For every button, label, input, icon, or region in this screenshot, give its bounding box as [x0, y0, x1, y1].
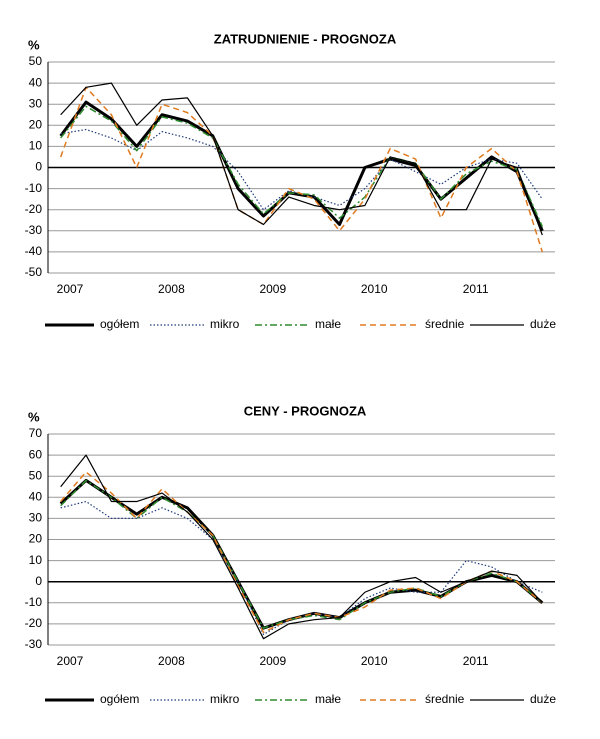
- y-tick-label: 0: [35, 160, 42, 174]
- x-tick-label: 2008: [158, 654, 185, 668]
- x-tick-label: 2007: [57, 654, 84, 668]
- y-tick-label: 40: [29, 489, 43, 503]
- y-tick-label: -30: [25, 223, 43, 237]
- legend-label: średnie: [425, 317, 465, 331]
- y-tick-label: 20: [29, 532, 43, 546]
- x-tick-label: 2010: [361, 654, 388, 668]
- y-tick-label: 30: [29, 96, 43, 110]
- x-tick-label: 2009: [259, 654, 286, 668]
- x-tick-label: 2008: [158, 282, 185, 296]
- y-tick-label: -30: [25, 637, 43, 651]
- legend-label: małe: [315, 317, 341, 331]
- y-tick-label: 0: [35, 574, 42, 588]
- x-tick-label: 2009: [259, 282, 286, 296]
- chart-title: CENY - PROGNOZA: [244, 403, 367, 418]
- y-tick-label: -20: [25, 616, 43, 630]
- y-tick-label: 50: [29, 54, 43, 68]
- y-tick-label: 60: [29, 447, 43, 461]
- legend-label: średnie: [425, 692, 465, 706]
- y-tick-label: -20: [25, 202, 43, 216]
- y-tick-label: -10: [25, 595, 43, 609]
- legend-label: duże: [530, 317, 556, 331]
- chart-title: ZATRUDNIENIE - PROGNOZA: [214, 31, 397, 46]
- y-axis-label: %: [28, 409, 40, 424]
- x-tick-label: 2011: [463, 654, 489, 668]
- y-tick-label: -10: [25, 181, 43, 195]
- series-line: [60, 500, 543, 636]
- y-tick-label: 10: [29, 553, 43, 567]
- y-tick-label: 10: [29, 139, 43, 153]
- legend-label: ogółem: [100, 692, 139, 706]
- y-tick-label: 20: [29, 117, 43, 131]
- series-line: [60, 471, 543, 634]
- legend-label: ogółem: [100, 317, 139, 331]
- series-line: [60, 82, 543, 236]
- y-tick-label: 50: [29, 468, 43, 482]
- y-axis-label: %: [28, 37, 40, 52]
- y-tick-label: -50: [25, 265, 43, 279]
- y-tick-label: 30: [29, 511, 43, 525]
- legend-label: mikro: [210, 692, 240, 706]
- series-line: [59, 100, 544, 232]
- y-tick-label: -40: [25, 244, 43, 258]
- legend-label: małe: [315, 692, 341, 706]
- series-line: [59, 86, 544, 253]
- x-tick-label: 2007: [57, 282, 84, 296]
- legend-label: mikro: [210, 317, 240, 331]
- legend-label: duże: [530, 692, 556, 706]
- series-line: [59, 478, 544, 630]
- y-tick-label: 70: [29, 426, 43, 440]
- series-line: [60, 479, 543, 629]
- y-tick-label: 40: [29, 75, 43, 89]
- series-line: [60, 105, 544, 227]
- x-tick-label: 2010: [361, 282, 388, 296]
- series-line: [60, 454, 543, 640]
- x-tick-label: 2011: [463, 282, 489, 296]
